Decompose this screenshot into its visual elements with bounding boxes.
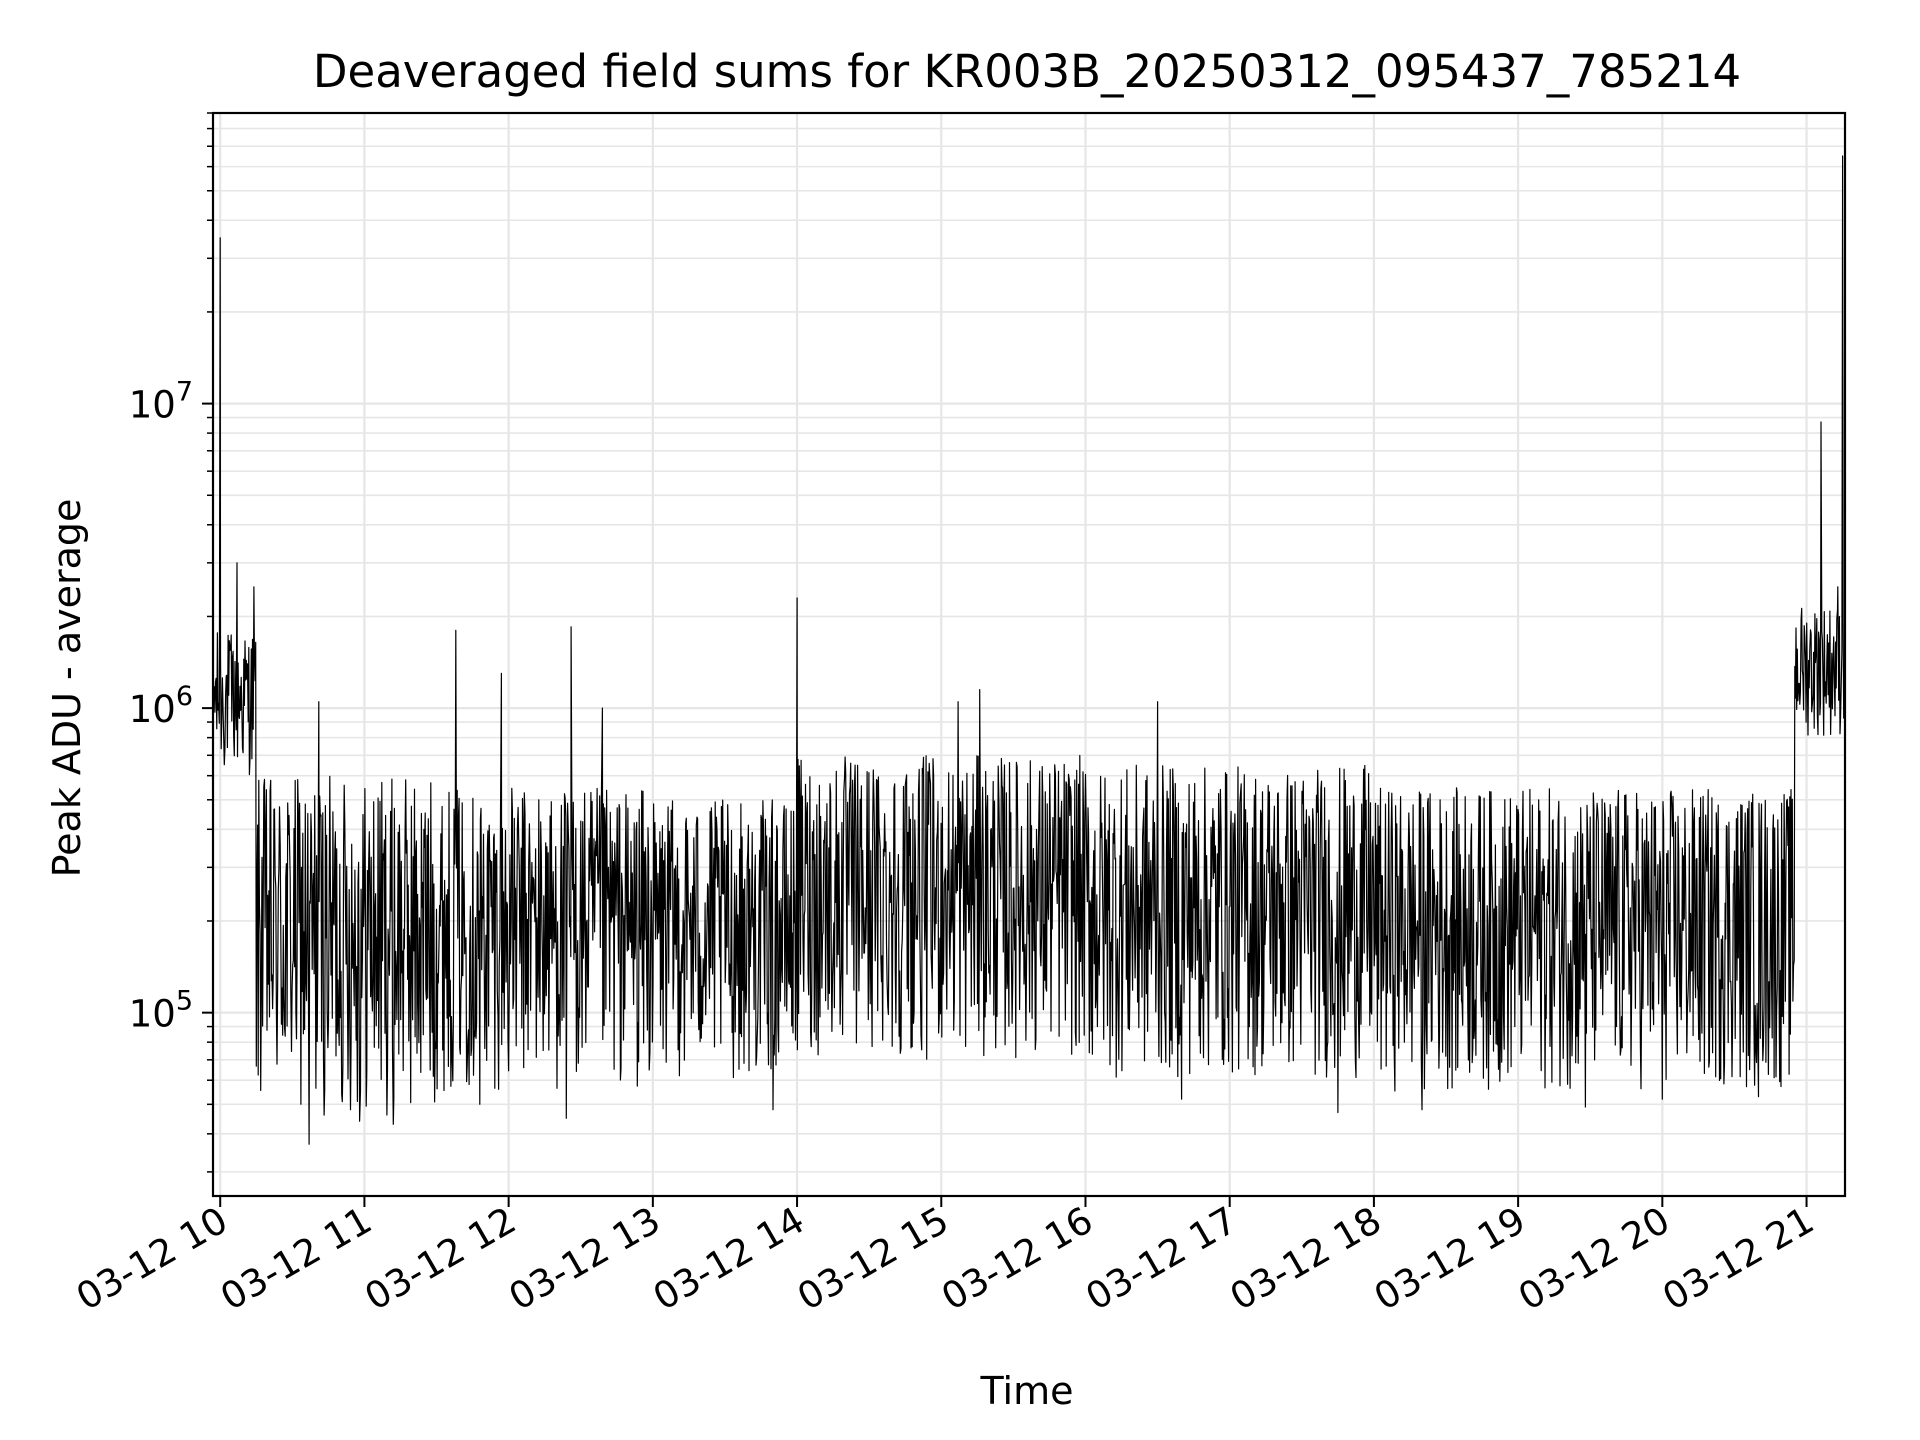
y-tick-label: 107 bbox=[129, 377, 193, 427]
axes-frame bbox=[211, 111, 1847, 1198]
chart-title: Deaveraged field sums for KR003B_2025031… bbox=[313, 45, 1741, 98]
y-axis: 105 106 107 bbox=[129, 112, 213, 1173]
y-tick-label: 106 bbox=[129, 681, 193, 731]
y-tick-label: 105 bbox=[129, 986, 193, 1036]
series-line bbox=[212, 155, 1846, 1145]
grid-lines bbox=[213, 112, 1845, 1196]
y-axis-label: Peak ADU - average bbox=[45, 499, 89, 878]
plot-area bbox=[212, 155, 1846, 1145]
x-axis-label: Time bbox=[980, 1369, 1074, 1413]
